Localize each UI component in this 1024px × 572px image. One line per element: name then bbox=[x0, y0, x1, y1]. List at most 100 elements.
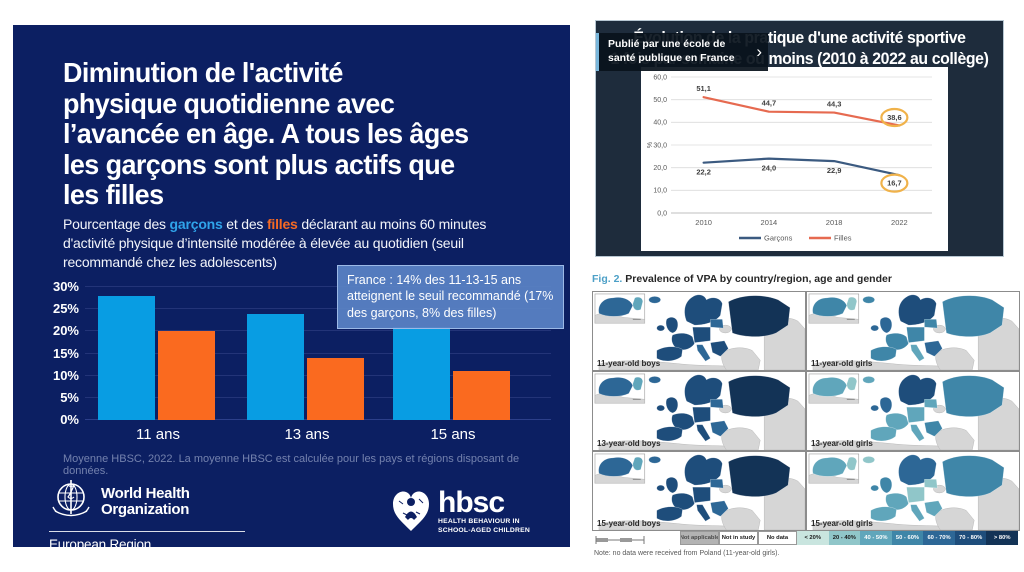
svg-text:51,1: 51,1 bbox=[696, 84, 711, 93]
slide-title: Diminution de l'activité physique quotid… bbox=[63, 57, 469, 211]
bar-x-label: 13 ans bbox=[284, 426, 330, 443]
europe-map-svg bbox=[593, 452, 805, 530]
legend-item: 20 - 40% bbox=[828, 531, 861, 545]
legend-item: Not in study bbox=[718, 531, 758, 545]
svg-text:24,0: 24,0 bbox=[762, 164, 777, 173]
north-america-inset bbox=[594, 453, 646, 484]
vpa-figure-panel: Fig. 2. Prevalence of VPA by country/reg… bbox=[592, 268, 1020, 566]
line-chart-svg: 0,0 10,0 20,0 30,0 40,0 50,0 60,0% 2010 2014 2018… bbox=[647, 74, 932, 243]
legend-item: 40 - 50% bbox=[860, 531, 892, 545]
hbsc-slide: Diminution de l'activité physique quotid… bbox=[13, 25, 570, 552]
activity-bar-chart: 0% 5% 10% 15% 20% 25% 30% 11 ans 13 ans 15 ans bbox=[13, 279, 570, 445]
bar-garçons-13-ans bbox=[247, 313, 304, 420]
subtitle-part2: et des bbox=[222, 216, 267, 232]
hbsc-heart-icon bbox=[391, 487, 431, 538]
map-tile-label: 15-year-old boys bbox=[597, 519, 661, 528]
sport-line-chart: 0,0 10,0 20,0 30,0 40,0 50,0 60,0% 2010 2014 2018… bbox=[641, 67, 948, 251]
bar-garçons-15-ans bbox=[393, 326, 450, 420]
svg-text:2022: 2022 bbox=[891, 218, 908, 227]
svg-text:Garçons: Garçons bbox=[764, 234, 793, 243]
who-logo-divider bbox=[49, 531, 245, 532]
bar-y-tick: 10% bbox=[52, 367, 79, 383]
svg-text:Filles: Filles bbox=[834, 234, 852, 243]
svg-text:22,2: 22,2 bbox=[696, 168, 711, 177]
subtitle-boys-highlight: garçons bbox=[169, 216, 223, 232]
europe-map-svg bbox=[593, 372, 805, 450]
who-logo-text: World Health Organization bbox=[101, 484, 190, 518]
svg-text:40,0: 40,0 bbox=[653, 120, 667, 127]
legend-item: > 80% bbox=[986, 531, 1018, 545]
bar-y-tick: 0% bbox=[60, 412, 79, 427]
bar-x-label: 15 ans bbox=[430, 426, 476, 443]
north-america-inset bbox=[808, 293, 860, 324]
legend-item: 60 - 70% bbox=[923, 531, 955, 545]
france-callout-box: France : 14% des 11-13-15 ans atteignent… bbox=[337, 265, 564, 329]
europe-map-svg bbox=[807, 292, 1019, 370]
figure-number-label: Fig. 2. bbox=[592, 273, 623, 285]
svg-text:44,3: 44,3 bbox=[827, 100, 842, 109]
legend-item: No data bbox=[757, 531, 797, 545]
map-tile-label: 11-year-old girls bbox=[811, 359, 873, 368]
bar-garçons-11-ans bbox=[98, 295, 155, 420]
svg-text:44,7: 44,7 bbox=[762, 99, 777, 108]
bar-plot-area: 11 ans 13 ans 15 ans bbox=[85, 280, 551, 443]
map-tile-15-year-old-girls: 15-year-old girls bbox=[806, 451, 1020, 531]
map-tile-label: 11-year-old boys bbox=[597, 359, 661, 368]
svg-text:2018: 2018 bbox=[826, 218, 843, 227]
map-tile-13-year-old-boys: 13-year-old boys bbox=[592, 371, 806, 451]
bar-filles-11-ans bbox=[158, 331, 215, 420]
legend-item: < 20% bbox=[796, 531, 829, 545]
map-tile-13-year-old-girls: 13-year-old girls bbox=[806, 371, 1020, 451]
north-america-inset bbox=[808, 373, 860, 404]
europe-map-svg bbox=[807, 452, 1019, 530]
map-tile-11-year-old-girls: 11-year-old girls bbox=[806, 291, 1020, 371]
vpa-maps-grid: 11-year-old boys 11-year-old girls bbox=[592, 291, 1020, 531]
bar-x-label: 11 ans bbox=[136, 426, 180, 443]
svg-text:10,0: 10,0 bbox=[653, 188, 667, 195]
subtitle-part1: Pourcentage des bbox=[63, 216, 170, 232]
north-america-inset bbox=[594, 293, 646, 324]
map-tile-label: 15-year-old girls bbox=[811, 519, 873, 528]
svg-text:60,0: 60,0 bbox=[653, 74, 667, 81]
map-color-legend: Not applicable Not in study No data < 20% 20… bbox=[680, 531, 1018, 545]
who-emblem-icon bbox=[49, 477, 93, 526]
slide-footnote: Moyenne HBSC, 2022. La moyenne HBSC est … bbox=[63, 453, 520, 477]
svg-text:22,9: 22,9 bbox=[827, 166, 842, 175]
bar-filles-13-ans bbox=[307, 357, 364, 420]
publisher-tooltip[interactable]: Publié par une école de santé publique e… bbox=[596, 33, 768, 72]
subtitle-part3: déclarant au moins 60 minutes d'activité… bbox=[63, 216, 487, 270]
europe-map-svg bbox=[807, 372, 1019, 450]
hbsc-logo-word: hbsc bbox=[438, 485, 505, 519]
legend-item: Not applicable bbox=[680, 531, 719, 545]
svg-text:%: % bbox=[647, 142, 654, 148]
figure-note: Note: no data were received from Poland … bbox=[594, 550, 780, 557]
who-logo: World Health Organization European Regio… bbox=[49, 477, 269, 552]
svg-text:30,0: 30,0 bbox=[653, 142, 667, 149]
map-scale-bar-icon bbox=[594, 532, 674, 550]
north-america-inset bbox=[594, 373, 646, 404]
bar-y-tick: 30% bbox=[52, 279, 79, 294]
svg-text:2014: 2014 bbox=[761, 218, 778, 227]
map-tile-label: 13-year-old girls bbox=[811, 439, 873, 448]
tooltip-next-button[interactable]: › bbox=[756, 42, 762, 62]
bar-y-tick: 15% bbox=[52, 345, 79, 361]
slide-subtitle: Pourcentage des garçons et des filles dé… bbox=[63, 215, 531, 271]
map-tile-11-year-old-boys: 11-year-old boys bbox=[592, 291, 806, 371]
svg-text:2010: 2010 bbox=[695, 218, 712, 227]
map-tile-15-year-old-boys: 15-year-old boys bbox=[592, 451, 806, 531]
hbsc-logo-subtitle: HEALTH BEHAVIOUR IN SCHOOL-AGED CHILDREN bbox=[438, 518, 530, 534]
video-panel: Évolution de la pratique d'une activité … bbox=[595, 20, 1004, 257]
svg-text:0,0: 0,0 bbox=[657, 210, 667, 217]
map-tile-label: 13-year-old boys bbox=[597, 439, 661, 448]
bar-y-tick: 25% bbox=[52, 301, 79, 317]
north-america-inset bbox=[808, 453, 860, 484]
figure-title: Fig. 2. Prevalence of VPA by country/reg… bbox=[592, 273, 892, 285]
who-region-text: European Region bbox=[49, 537, 152, 552]
bar-y-tick: 20% bbox=[52, 323, 79, 339]
svg-text:50,0: 50,0 bbox=[653, 97, 667, 104]
bar-y-tick: 5% bbox=[60, 389, 79, 405]
legend-item: 50 - 60% bbox=[891, 531, 924, 545]
subtitle-girls-highlight: filles bbox=[266, 216, 298, 232]
europe-map-svg bbox=[593, 292, 805, 370]
